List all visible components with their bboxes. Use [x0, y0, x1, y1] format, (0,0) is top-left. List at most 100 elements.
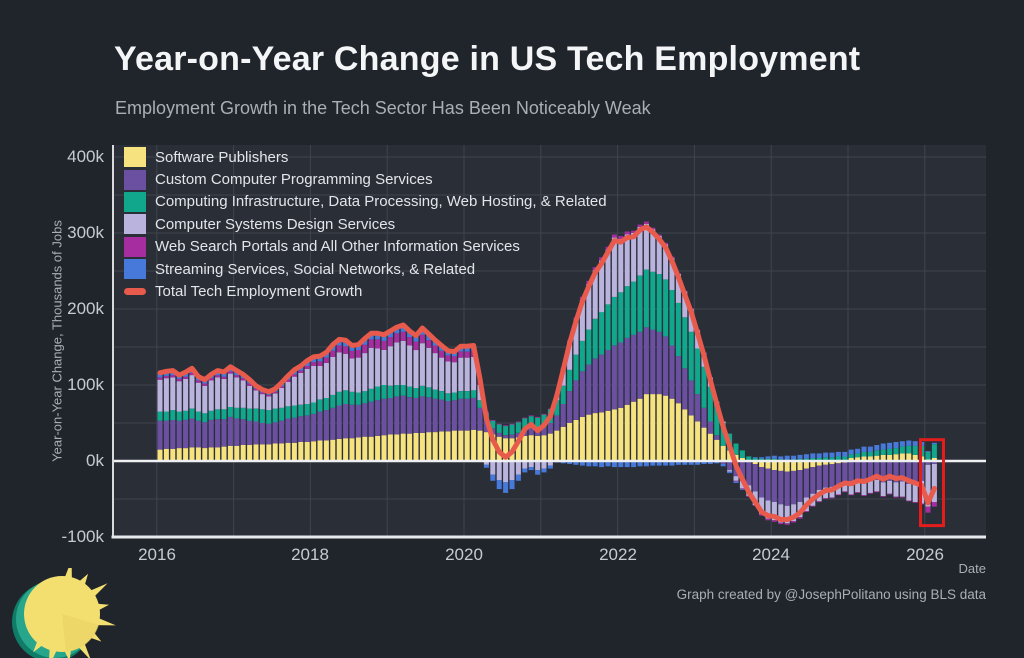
stacked-bar-segment: [227, 416, 233, 446]
stacked-bar-segment: [157, 420, 163, 450]
stacked-bar-segment: [451, 392, 457, 401]
stacked-bar-segment: [413, 335, 419, 342]
stacked-bar-segment: [848, 454, 854, 458]
y-axis-title: Year-on-Year Change, Thousands of Jobs: [49, 220, 65, 462]
stacked-bar-segment: [759, 467, 765, 498]
stacked-bar-segment: [272, 393, 278, 409]
stacked-bar-segment: [330, 407, 336, 440]
stacked-bar-segment: [528, 435, 534, 461]
stacked-bar-segment: [304, 404, 310, 416]
stacked-bar-segment: [592, 413, 598, 461]
stacked-bar-segment: [803, 454, 809, 459]
stacked-bar-segment: [874, 445, 880, 451]
stacked-bar-segment: [771, 470, 777, 502]
stacked-bar-segment: [643, 327, 649, 395]
stacked-bar-segment: [368, 436, 374, 461]
stacked-bar-segment: [503, 461, 509, 483]
legend-swatch-total-line: [124, 288, 146, 296]
stacked-bar-segment: [893, 482, 899, 497]
stacked-bar-segment: [439, 431, 445, 461]
stacked-bar-segment: [221, 446, 227, 461]
stacked-bar-segment: [413, 341, 419, 351]
stacked-bar-segment: [291, 405, 297, 418]
legend-swatch-web-search-portals: [124, 236, 146, 257]
stacked-bar-segment: [311, 366, 317, 403]
stacked-bar-segment: [311, 402, 317, 414]
stacked-bar-segment: [803, 461, 809, 469]
stacked-bar-segment: [861, 456, 867, 461]
stacked-bar-segment: [842, 456, 848, 461]
stacked-bar-segment: [215, 375, 221, 378]
stacked-bar-segment: [195, 411, 201, 421]
stacked-bar-segment: [323, 410, 329, 441]
stacked-bar-segment: [835, 463, 841, 485]
stacked-bar-segment: [522, 468, 528, 473]
stacked-bar-segment: [835, 456, 841, 461]
stacked-bar-segment: [547, 465, 553, 469]
stacked-bar-segment: [541, 413, 547, 415]
stacked-bar-segment: [253, 421, 259, 445]
stacked-bar-segment: [605, 249, 611, 305]
stacked-bar-segment: [650, 394, 656, 461]
stacked-bar-segment: [202, 413, 208, 423]
stacked-bar-segment: [599, 260, 605, 313]
stacked-bar-segment: [599, 412, 605, 461]
stacked-bar-segment: [535, 416, 541, 418]
stacked-bar-segment: [215, 409, 221, 420]
legend-label: Computing Infrastructure, Data Processin…: [155, 193, 607, 211]
stacked-bar-segment: [323, 357, 329, 363]
stacked-bar-segment: [304, 366, 310, 369]
stacked-bar-segment: [835, 484, 841, 495]
stacked-bar-segment: [759, 514, 765, 516]
stacked-bar-segment: [573, 420, 579, 461]
stacked-bar-segment: [586, 283, 592, 330]
stacked-bar-segment: [509, 480, 515, 490]
stacked-bar-segment: [330, 350, 336, 357]
stacked-bar-segment: [426, 340, 432, 348]
stacked-bar-segment: [381, 435, 387, 461]
stacked-bar-segment: [458, 398, 464, 431]
stacked-bar-segment: [656, 234, 662, 236]
stacked-bar-segment: [874, 480, 880, 492]
stacked-bar-segment: [823, 461, 829, 465]
stacked-bar-segment: [272, 422, 278, 444]
stacked-bar-segment: [631, 461, 637, 468]
stacked-bar-segment: [330, 439, 336, 461]
stacked-bar-segment: [816, 465, 822, 490]
stacked-bar-segment: [208, 378, 214, 381]
stacked-bar-segment: [733, 481, 739, 483]
stacked-bar-segment: [848, 494, 854, 496]
stacked-bar-segment: [323, 397, 329, 411]
stacked-bar-segment: [778, 470, 784, 505]
legend-label: Custom Computer Programming Services: [155, 171, 433, 189]
stacked-bar-segment: [240, 380, 246, 408]
legend-item: Computing Infrastructure, Data Processin…: [124, 191, 607, 213]
stacked-bar-segment: [829, 457, 835, 461]
stacked-bar-segment: [458, 357, 464, 391]
stacked-bar-segment: [419, 343, 425, 386]
stacked-bar-segment: [355, 350, 361, 358]
stacked-bar-segment: [791, 461, 797, 471]
stacked-bar-segment: [547, 423, 553, 434]
stacked-bar-segment: [317, 399, 323, 412]
legend-swatch-custom-programming: [124, 169, 146, 190]
stacked-bar-segment: [362, 391, 368, 404]
stacked-bar-segment: [183, 378, 189, 411]
stacked-bar-segment: [515, 437, 521, 461]
stacked-bar-segment: [208, 380, 214, 411]
stacked-bar-segment: [643, 269, 649, 328]
stacked-bar-segment: [631, 281, 637, 335]
stacked-bar-segment: [291, 442, 297, 461]
stacked-bar-segment: [771, 461, 777, 471]
stacked-bar-segment: [682, 291, 688, 318]
stacked-bar-segment: [317, 411, 323, 441]
stacked-bar-segment: [887, 454, 893, 461]
stacked-bar-segment: [771, 455, 777, 459]
stacked-bar-segment: [848, 458, 854, 461]
stacked-bar-segment: [752, 464, 758, 492]
stacked-bar-segment: [266, 410, 272, 424]
stacked-bar-segment: [586, 461, 592, 467]
stacked-bar-segment: [688, 331, 694, 381]
stacked-bar-segment: [739, 458, 745, 461]
legend-label: Total Tech Employment Growth: [155, 283, 363, 301]
